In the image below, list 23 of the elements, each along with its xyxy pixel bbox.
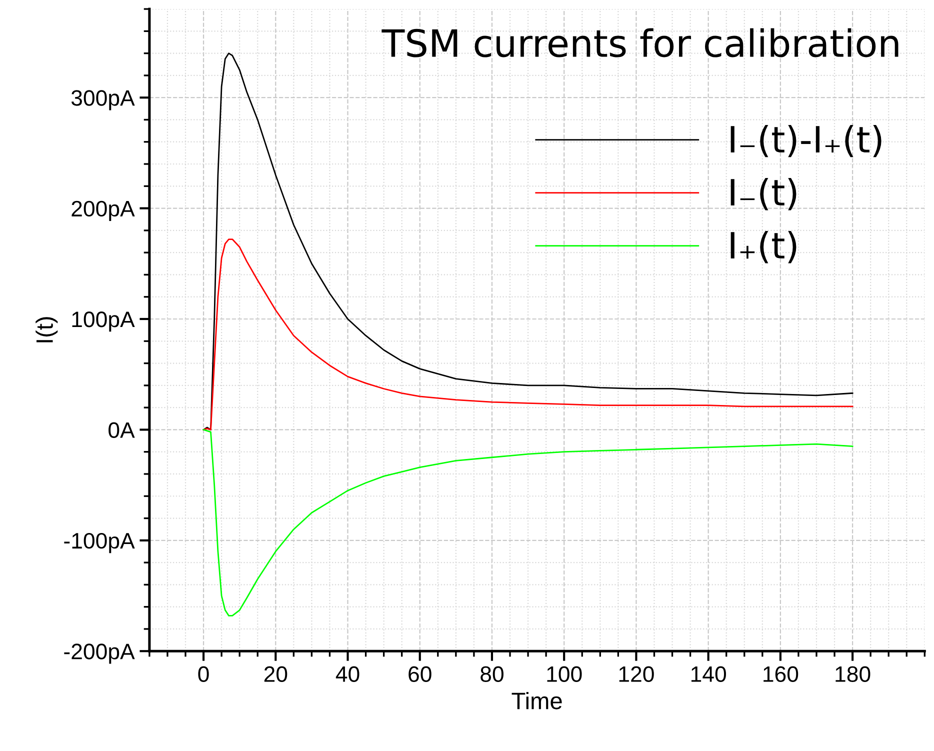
chart-title: TSM currents for calibration (382, 28, 898, 58)
x-tick-label: 40 (336, 666, 360, 682)
x-tick-label: 20 (264, 666, 288, 682)
legend-label: I₋(t)-I₊(t) (730, 125, 882, 158)
x-tick-label: 120 (619, 666, 654, 682)
x-tick-label: 80 (480, 666, 504, 682)
y-tick-label: 100pA (72, 312, 135, 332)
legend-label: I₊(t) (730, 231, 796, 264)
line-series (202, 429, 854, 616)
x-tick-label: 60 (408, 666, 432, 682)
x-tick-label: 140 (691, 666, 726, 682)
legend-label: I₋(t) (730, 178, 796, 210)
x-tick-label: 100 (547, 666, 582, 682)
y-tick-label: -100pA (64, 532, 135, 554)
y-tick-label: 300pA (71, 90, 135, 110)
y-tick-label: 200pA (72, 200, 135, 221)
y-tick-label: 0A (108, 422, 135, 438)
x-tick-label: 0 (198, 666, 209, 682)
y-tick-label: -200pA (64, 644, 135, 664)
y-axis-title: I(t) (36, 317, 58, 342)
x-tick-label: 160 (764, 666, 798, 682)
x-axis-title: Time (512, 692, 562, 710)
x-tick-label: 180 (836, 666, 870, 682)
